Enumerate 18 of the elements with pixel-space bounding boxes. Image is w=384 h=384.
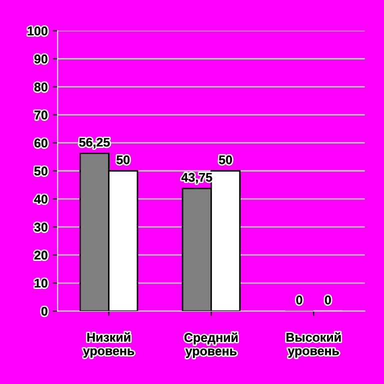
- y-tick-label: 100: [28, 26, 48, 36]
- y-tick-label: 30: [34, 222, 48, 232]
- y-tick-label: 60: [34, 138, 48, 148]
- y-tick-label: 40: [34, 194, 48, 204]
- x-tick-label: Средний уровень: [184, 332, 238, 358]
- y-tick-label: 10: [34, 278, 48, 288]
- data-label: 0: [296, 296, 302, 304]
- data-label: 0: [324, 296, 331, 304]
- y-tick-label: 20: [34, 250, 48, 260]
- y-tick-label: 0: [41, 306, 48, 316]
- y-tick-label: 70: [34, 110, 48, 120]
- y-tick-label: 90: [34, 54, 48, 64]
- y-tick-label: 80: [34, 82, 48, 92]
- data-label: 50: [218, 155, 232, 164]
- data-label: 50: [116, 155, 130, 164]
- x-tick-label: Низкий уровень: [83, 332, 134, 358]
- x-tick-label: Высокий уровень: [286, 332, 341, 358]
- y-tick-label: 50: [34, 166, 48, 176]
